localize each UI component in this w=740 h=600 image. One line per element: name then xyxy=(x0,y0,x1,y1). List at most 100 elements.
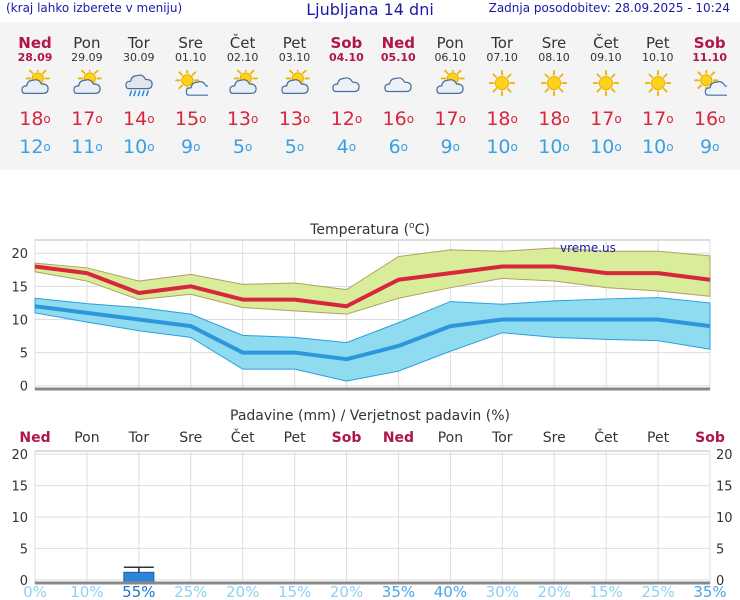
min-temp: 12o xyxy=(9,136,61,158)
min-temp-value: 6 xyxy=(388,136,401,158)
max-temp: 13o xyxy=(217,108,269,130)
day-name: Sob xyxy=(330,34,363,52)
x-category-label: Tor xyxy=(491,430,513,446)
day-date: 08.10 xyxy=(538,51,570,64)
day-name: Pon xyxy=(73,34,101,52)
min-temp: 9o xyxy=(424,136,476,158)
title-unit: C) xyxy=(415,222,430,238)
precipitation-probability: 40% xyxy=(434,583,467,600)
day-date: 07.10 xyxy=(486,51,518,64)
max-temp-value: 13 xyxy=(278,108,303,130)
sunny-icon xyxy=(540,70,568,97)
degree-sign: o xyxy=(193,140,201,154)
partly-cloudy-icon xyxy=(73,70,102,94)
max-temp-value: 18 xyxy=(538,108,563,130)
max-temp: 18o xyxy=(528,108,580,130)
day-date: 02.10 xyxy=(226,51,259,64)
x-category-label: Pon xyxy=(74,430,99,446)
y-tick-label: 15 xyxy=(11,280,28,295)
max-temp-value: 12 xyxy=(330,108,355,130)
max-temp-value: 14 xyxy=(123,108,148,130)
min-temp-value: 4 xyxy=(336,136,349,158)
mostly-sunny-icon xyxy=(693,70,727,96)
mostly-sunny-icon xyxy=(174,70,208,96)
min-temp: 9o xyxy=(165,136,217,158)
day-column: Tor 07.10 18o 10o xyxy=(476,22,528,158)
day-column: Ned 28.09 18o 12o xyxy=(9,22,61,158)
y-tick-label-right: 0 xyxy=(716,574,724,589)
degree-sign: o xyxy=(199,112,207,126)
min-temp-value: 9 xyxy=(180,136,194,158)
degree-sign: o xyxy=(452,140,460,154)
degree-sign: o xyxy=(406,112,415,126)
day-date: 04.10 xyxy=(328,51,364,64)
day-column: Pet 10.10 17o 10o xyxy=(632,22,684,158)
max-temp: 15o xyxy=(165,108,217,130)
x-category-label: Ned xyxy=(19,430,50,446)
precipitation-probability: 35% xyxy=(693,583,726,600)
day-column: Čet 02.10 13o 5o xyxy=(217,22,269,158)
precipitation-probability: 20% xyxy=(538,583,571,600)
max-temp-value: 16 xyxy=(382,108,407,130)
day-name: Pon xyxy=(436,34,464,52)
day-name: Ned xyxy=(381,34,416,52)
degree-sign: o xyxy=(43,112,51,126)
x-category-label: Sob xyxy=(332,430,362,446)
day-name: Tor xyxy=(127,34,150,52)
day-column: Čet 09.10 17o 10o xyxy=(580,22,632,158)
precipitation-probability: 20% xyxy=(226,583,259,600)
y-tick-label-right: 5 xyxy=(716,542,724,557)
x-category-label: Pon xyxy=(438,430,463,446)
degree-sign: o xyxy=(614,140,622,154)
day-date: 06.10 xyxy=(434,51,466,64)
sunny-icon xyxy=(644,70,671,97)
precipitation-bar xyxy=(123,571,155,584)
day-column: Sre 08.10 18o 10o xyxy=(528,22,580,158)
day-date: 09.10 xyxy=(590,51,622,64)
day-date: 11.10 xyxy=(692,51,728,64)
degree-sign: o xyxy=(348,140,357,154)
x-category-label: Čet xyxy=(594,428,618,446)
precipitation-probability: 30% xyxy=(486,583,519,600)
rain-icon xyxy=(125,74,153,97)
precipitation-probability: 35% xyxy=(382,583,415,600)
max-temp-value: 17 xyxy=(71,108,96,130)
day-date: 10.10 xyxy=(642,51,674,64)
degree-sign: o xyxy=(666,112,674,126)
day-date: 28.09 xyxy=(17,51,53,64)
day-name: Čet xyxy=(593,34,619,52)
max-temp: 17o xyxy=(61,108,113,130)
day-name: Tor xyxy=(491,34,514,52)
degree-sign: o xyxy=(614,112,622,126)
degree-sign: o xyxy=(354,112,363,126)
sunny-icon xyxy=(592,70,619,97)
x-category-label: Pet xyxy=(647,430,670,446)
x-category-label: Sre xyxy=(543,430,566,446)
menu-hint: (kraj lahko izberete v meniju) xyxy=(6,1,183,15)
max-temp: 17o xyxy=(580,108,632,130)
degree-sign: o xyxy=(302,112,311,126)
degree-sign: o xyxy=(718,112,726,126)
min-temp-value: 5 xyxy=(284,136,297,158)
min-temp: 4o xyxy=(320,136,372,158)
max-temp-value: 17 xyxy=(434,108,459,130)
precipitation-probability: 25% xyxy=(641,583,674,600)
min-temp: 10o xyxy=(580,136,632,158)
max-temp: 14o xyxy=(113,108,165,130)
degree-sign: o xyxy=(400,140,409,154)
day-date: 29.09 xyxy=(71,51,103,64)
min-temp-value: 9 xyxy=(699,136,713,158)
temperature-chart-title: Temperatura (oC) xyxy=(309,221,430,238)
partly-cloudy-icon xyxy=(21,70,50,94)
y-tick-label: 20 xyxy=(11,247,28,262)
x-category-label: Čet xyxy=(231,428,255,446)
y-tick-label: 5 xyxy=(20,542,28,557)
day-name: Sre xyxy=(541,34,567,52)
y-tick-label-right: 20 xyxy=(716,448,733,463)
header: (kraj lahko izberete v meniju) Ljubljana… xyxy=(0,0,740,20)
degree-sign: o xyxy=(666,140,674,154)
page-title: Ljubljana 14 dni xyxy=(306,0,434,19)
min-temp: 6o xyxy=(372,136,424,158)
precipitation-probability: 20% xyxy=(330,583,363,600)
y-tick-label: 10 xyxy=(11,511,28,526)
